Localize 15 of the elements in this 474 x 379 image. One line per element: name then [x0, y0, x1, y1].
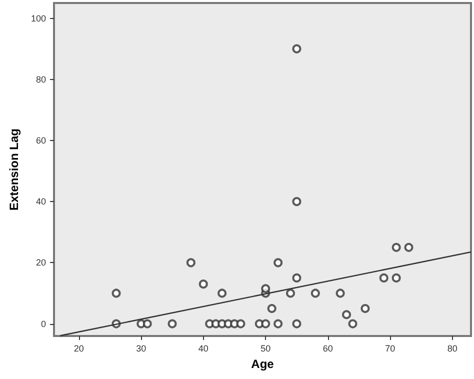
x-tick-label: 50 — [260, 344, 271, 354]
x-tick-label: 30 — [136, 344, 146, 354]
x-tick-label: 80 — [447, 344, 458, 354]
y-tick-label: 40 — [36, 196, 46, 207]
y-tick-label: 0 — [40, 318, 46, 329]
x-tick-label: 40 — [198, 344, 208, 354]
y-tick-label: 80 — [36, 74, 46, 84]
x-tick-label: 70 — [385, 344, 396, 354]
x-tick-label: 60 — [322, 344, 333, 354]
y-axis-title: Extension Lag — [7, 128, 21, 211]
y-tick-label: 20 — [36, 258, 46, 268]
y-tick-label: 60 — [36, 135, 46, 146]
x-tick-label: 20 — [74, 344, 84, 354]
x-axis-title: Age — [251, 357, 274, 371]
y-tick-label: 100 — [30, 13, 46, 24]
